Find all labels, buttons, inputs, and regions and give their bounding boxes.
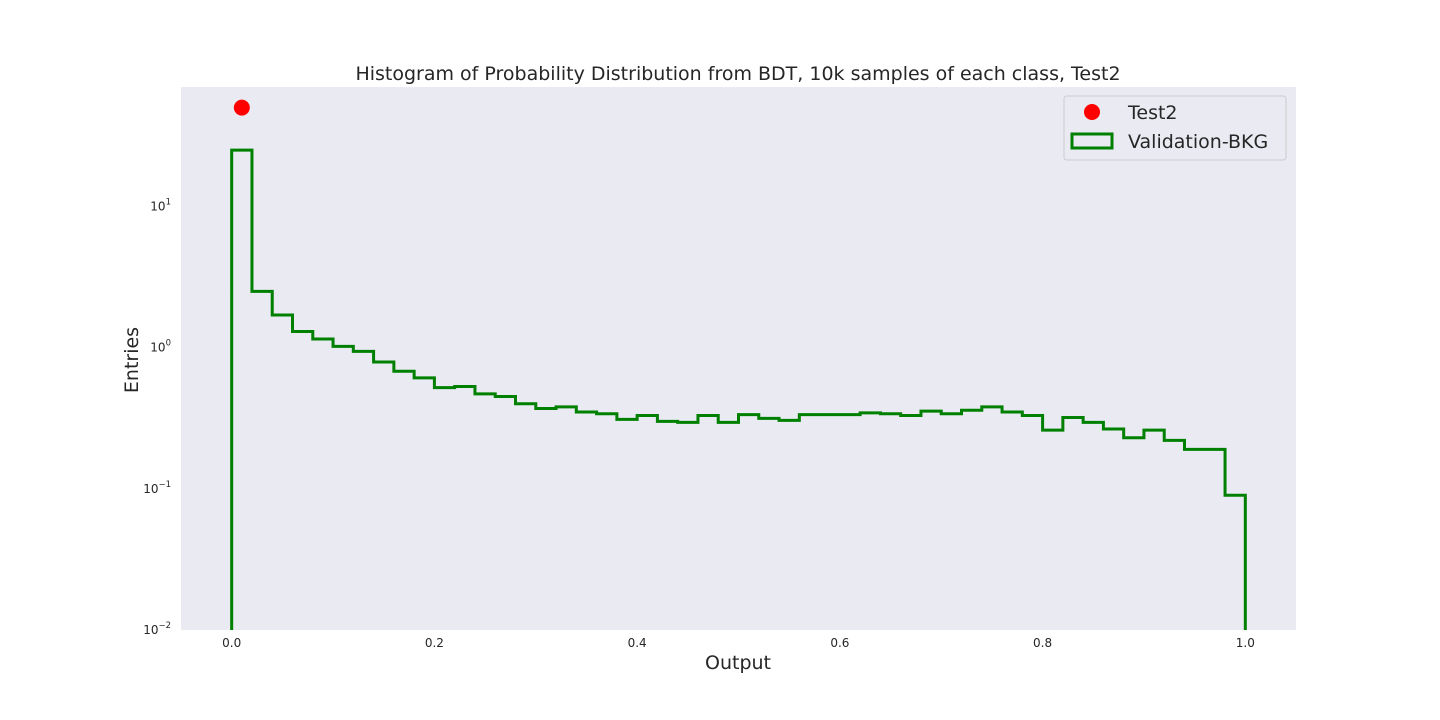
histogram-bin [779, 420, 799, 630]
histogram-bin [678, 422, 698, 630]
y-axis-label: Entries [121, 327, 143, 393]
histogram-bin [293, 331, 313, 630]
histogram-bin [394, 371, 414, 630]
histogram-bin [799, 415, 819, 630]
legend-frame [1063, 95, 1287, 161]
histogram-bin [1083, 422, 1103, 630]
histogram-bin [1103, 429, 1123, 630]
histogram-bin [739, 415, 759, 630]
histogram-bin [1205, 449, 1225, 630]
plot-background [181, 87, 1296, 630]
y-tick-label: 10−2 [143, 621, 171, 637]
x-tick-label: 0.6 [830, 636, 849, 650]
y-tick-label: 101 [150, 197, 171, 213]
histogram-bin [1225, 495, 1245, 630]
x-tick-label: 1.0 [1236, 636, 1255, 650]
histogram-bin [698, 416, 718, 630]
y-tick-label: 10−1 [143, 480, 171, 496]
histogram-bin [414, 378, 434, 630]
legend-marker-validation-bkg [1070, 132, 1114, 150]
histogram-bin [576, 412, 596, 630]
histogram-bin [637, 416, 657, 630]
x-tick-label: 0.4 [628, 636, 647, 650]
histogram-bin [1063, 417, 1083, 630]
x-tick-label: 0.0 [222, 636, 241, 650]
histogram-bin [840, 415, 860, 630]
histogram-bin [556, 407, 576, 630]
test2-point [233, 99, 250, 116]
histogram-bin [880, 414, 900, 630]
histogram-bin [455, 386, 475, 630]
histogram-bin [962, 410, 982, 630]
histogram-bin [313, 339, 333, 630]
legend-label-validation-bkg: Validation-BKG [1128, 131, 1268, 153]
histogram-bin [232, 150, 252, 630]
legend-marker-test2 [1084, 104, 1100, 120]
histogram-bin [272, 315, 292, 630]
histogram-bin [536, 409, 556, 630]
y-axis-ticks: 10−2 10−1 100 101 [143, 197, 171, 637]
point-series [233, 99, 250, 116]
x-tick-label: 0.8 [1033, 636, 1052, 650]
legend-label-test2: Test2 [1127, 102, 1178, 124]
histogram-bin [597, 414, 617, 630]
histogram-bin [475, 394, 495, 630]
x-tick-label: 0.2 [425, 636, 444, 650]
legend: Test2 Validation-BKG [1063, 95, 1287, 161]
histogram-bin [1124, 438, 1144, 630]
histogram-bin [353, 351, 373, 630]
histogram-series [230, 148, 1247, 630]
x-axis-ticks: 0.0 0.2 0.4 0.6 0.8 1.0 [222, 636, 1255, 650]
histogram-bin [921, 411, 941, 630]
histogram-bin [617, 419, 637, 630]
histogram-bin [1185, 449, 1205, 630]
histogram-bin [901, 416, 921, 630]
histogram-bin [759, 418, 779, 630]
histogram-bin [374, 362, 394, 630]
histogram-bin [1144, 430, 1164, 630]
histogram-bin [860, 413, 880, 630]
histogram-bin [718, 422, 738, 630]
histogram-bin [252, 291, 272, 630]
histogram-bin [1043, 430, 1063, 630]
histogram-bin [434, 388, 454, 630]
validation-bkg-step-line [230, 148, 1247, 630]
chart-title: Histogram of Probability Distribution fr… [355, 63, 1120, 85]
histogram-bin [516, 404, 536, 630]
histogram-bin [495, 397, 515, 630]
histogram-bin [1164, 440, 1184, 630]
histogram-bin [982, 407, 1002, 630]
histogram-bin [1002, 412, 1022, 630]
histogram-bin [941, 414, 961, 630]
x-axis-label: Output [705, 652, 771, 674]
histogram-bin [820, 415, 840, 630]
y-tick-label: 100 [150, 339, 171, 355]
histogram-bin [1022, 416, 1042, 630]
histogram-bin [657, 421, 677, 630]
histogram-bin [333, 346, 353, 630]
